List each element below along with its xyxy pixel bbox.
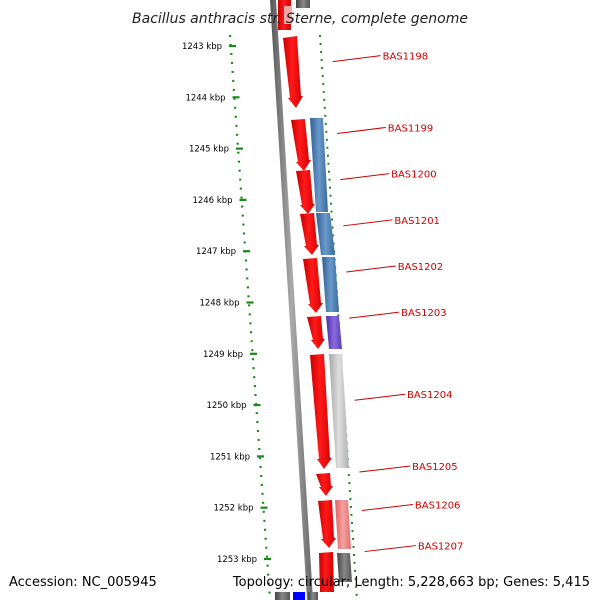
cds-arrow-bas1198	[283, 36, 303, 108]
gene-label: BAS1199	[388, 123, 434, 134]
genome-title: Bacillus anthracis str. Sterne, complete…	[132, 11, 468, 27]
gene-label: BAS1206	[415, 501, 461, 512]
axis-tick-label: 1247 kbp	[196, 247, 236, 257]
cds-arrow-bas1204	[310, 354, 332, 469]
gene-label: BAS1207	[418, 542, 464, 553]
axis-tick-label: 1253 kbp	[217, 555, 257, 565]
axis-tick-label: 1250 kbp	[206, 401, 246, 411]
hit-block-dark	[337, 553, 352, 582]
axis-tick-label: 1246 kbp	[192, 196, 232, 206]
edge-feature-bottom-grey	[275, 592, 290, 600]
gene-leader-line	[332, 55, 381, 63]
edge-feature-top-grey	[296, 0, 310, 8]
edge-feature-bottom-dark	[308, 592, 318, 600]
cds-arrow-bas1202	[303, 258, 323, 313]
cds-arrow-bas1206	[318, 500, 336, 548]
cds-arrow-bas1201	[300, 213, 319, 255]
hit-block-blue-3	[322, 257, 339, 312]
hit-block-pink	[335, 500, 351, 549]
backbone-track	[270, 0, 313, 600]
hit-block-grey	[329, 354, 349, 468]
cds-arrow-bas1205	[316, 473, 333, 496]
gene-label: BAS1202	[398, 262, 444, 273]
cds-arrow-bas1199	[291, 119, 311, 171]
axis-tick-label: 1244 kbp	[185, 93, 225, 103]
axis-tick-group: 1243 kbp 1244 kbp 1245 kbp 1246 kbp 1247 kbp…	[182, 42, 271, 565]
axis-dotted-ring	[228, 34, 272, 600]
gene-label: BAS1201	[394, 216, 440, 227]
gene-label: BAS1203	[401, 308, 447, 319]
gene-leader-line	[359, 465, 411, 473]
gene-leader-line	[343, 219, 393, 227]
hit-block-blue-2	[316, 213, 335, 255]
gene-label: BAS1200	[391, 170, 437, 181]
gene-leader-line	[364, 545, 416, 553]
axis-tick-label: 1243 kbp	[182, 42, 222, 52]
cds-arrow-bas1207	[319, 552, 334, 592]
gene-leader-line	[349, 311, 400, 319]
edge-feature-top-pink	[284, 6, 292, 24]
gene-label-group: BAS1198 BAS1199 BAS1200 BAS1201 BAS1202 BAS12…	[332, 52, 464, 553]
axis-tick-label: 1249 kbp	[203, 350, 243, 360]
hit-block-purple	[326, 316, 342, 349]
hit-block-blue-1	[310, 118, 328, 212]
edge-feature-bottom-blue	[293, 592, 305, 600]
axis-tick-label: 1252 kbp	[213, 504, 253, 514]
axis-tick-label: 1248 kbp	[199, 299, 239, 309]
gene-label: BAS1204	[407, 390, 453, 401]
cds-arrow-bas1200	[296, 170, 315, 214]
gene-label: BAS1198	[383, 52, 429, 63]
accession-text: Accession: NC_005945	[9, 575, 157, 590]
gene-leader-line	[340, 173, 390, 181]
gene-label: BAS1205	[412, 462, 458, 473]
cds-arrow-bas1203	[307, 316, 325, 349]
gene-leader-line	[346, 265, 396, 273]
gene-leader-line	[354, 393, 406, 401]
gene-leader-line	[337, 126, 386, 134]
axis-tick-label: 1251 kbp	[210, 452, 250, 462]
topology-text: Topology: circular; Length: 5,228,663 bp…	[232, 575, 590, 590]
axis-tick-label: 1245 kbp	[189, 145, 229, 155]
gene-leader-line	[361, 504, 413, 512]
